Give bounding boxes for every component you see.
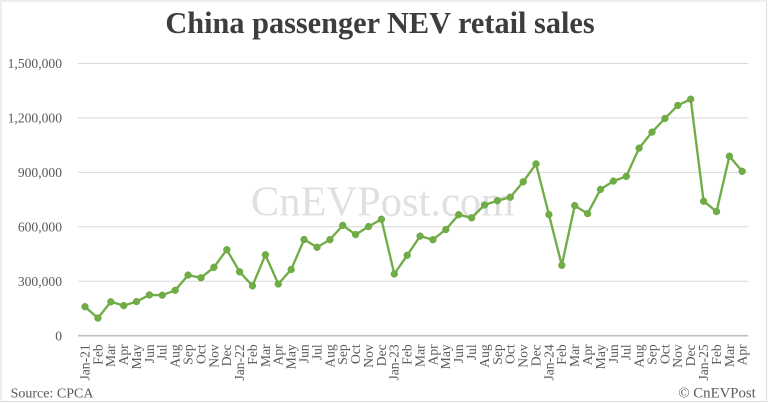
svg-text:900,000: 900,000	[18, 165, 62, 180]
svg-text:Apr: Apr	[116, 344, 131, 366]
svg-text:Dec: Dec	[219, 344, 234, 366]
svg-text:Jun: Jun	[606, 344, 621, 363]
svg-text:Oct: Oct	[503, 344, 518, 364]
svg-text:Mar: Mar	[413, 344, 428, 367]
svg-text:Jan-21: Jan-21	[77, 344, 92, 380]
svg-text:Sep: Sep	[181, 344, 196, 365]
svg-text:China passenger NEV retail sal: China passenger NEV retail sales	[165, 6, 594, 40]
svg-text:600,000: 600,000	[18, 219, 62, 234]
svg-text:Jun: Jun	[451, 344, 466, 363]
svg-text:Nov: Nov	[516, 344, 531, 368]
svg-text:Apr: Apr	[735, 344, 750, 366]
svg-text:Jan-22: Jan-22	[232, 344, 247, 380]
svg-text:300,000: 300,000	[18, 274, 62, 289]
svg-text:May: May	[438, 344, 453, 369]
svg-text:Jun: Jun	[142, 344, 157, 363]
svg-text:Jul: Jul	[155, 344, 170, 360]
svg-text:Sep: Sep	[490, 344, 505, 365]
svg-text:Oct: Oct	[193, 344, 208, 364]
svg-text:Feb: Feb	[245, 344, 260, 365]
svg-text:Oct: Oct	[657, 344, 672, 364]
svg-text:Apr: Apr	[425, 344, 440, 366]
svg-text:May: May	[129, 344, 144, 369]
svg-text:Feb: Feb	[90, 344, 105, 365]
svg-text:1,500,000: 1,500,000	[8, 56, 63, 71]
svg-text:Mar: Mar	[258, 344, 273, 367]
svg-text:Aug: Aug	[477, 344, 492, 368]
svg-text:Aug: Aug	[632, 344, 647, 368]
svg-text:Jun: Jun	[297, 344, 312, 363]
svg-text:Apr: Apr	[271, 344, 286, 366]
svg-text:Aug: Aug	[168, 344, 183, 368]
svg-text:Jul: Jul	[464, 344, 479, 360]
svg-text:Jan-23: Jan-23	[387, 344, 402, 380]
svg-text:Mar: Mar	[722, 344, 737, 367]
svg-text:May: May	[593, 344, 608, 369]
svg-text:Nov: Nov	[206, 344, 221, 368]
svg-text:Nov: Nov	[361, 344, 376, 368]
svg-text:Oct: Oct	[348, 344, 363, 364]
svg-text:Feb: Feb	[554, 344, 569, 365]
svg-text:Dec: Dec	[683, 344, 698, 366]
svg-text:May: May	[284, 344, 299, 369]
svg-text:Sep: Sep	[644, 344, 659, 365]
svg-text:Aug: Aug	[322, 344, 337, 368]
svg-text:© CnEVPost: © CnEVPost	[678, 385, 756, 401]
svg-text:Source: CPCA: Source: CPCA	[11, 386, 95, 401]
svg-text:Apr: Apr	[580, 344, 595, 366]
svg-text:Jul: Jul	[309, 344, 324, 360]
svg-text:1,200,000: 1,200,000	[8, 111, 63, 126]
svg-text:Mar: Mar	[567, 344, 582, 367]
svg-text:Jul: Jul	[619, 344, 634, 360]
svg-text:0: 0	[55, 328, 62, 343]
svg-text:Dec: Dec	[528, 344, 543, 366]
svg-text:Feb: Feb	[400, 344, 415, 365]
svg-text:Dec: Dec	[374, 344, 389, 366]
svg-text:Jan-25: Jan-25	[696, 344, 711, 380]
svg-text:Mar: Mar	[103, 344, 118, 367]
svg-text:Nov: Nov	[670, 344, 685, 368]
svg-text:Sep: Sep	[335, 344, 350, 365]
svg-text:Feb: Feb	[709, 344, 724, 365]
svg-text:Jan-24: Jan-24	[541, 344, 556, 380]
